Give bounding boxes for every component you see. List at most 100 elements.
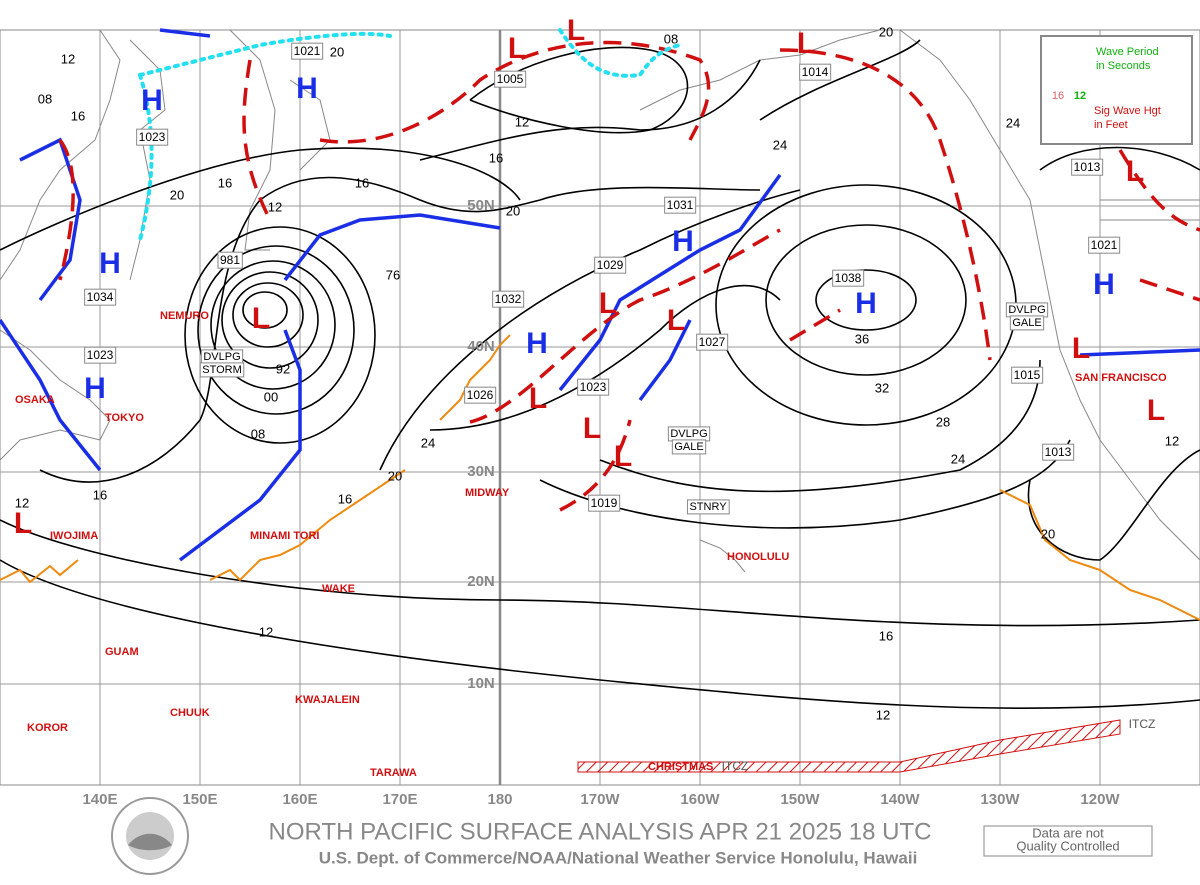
low-center: L — [797, 27, 815, 60]
isobar-label: 24 — [773, 137, 787, 152]
isobar-label: 16 — [338, 491, 352, 506]
center-pressure: 1034 — [87, 290, 114, 304]
ice-edge — [138, 28, 682, 242]
place-name: TARAWA — [370, 767, 417, 779]
center-pressure-box — [1088, 236, 1121, 254]
itcz-band — [577, 719, 1121, 773]
high-center: H — [296, 72, 318, 105]
latitude-label: 20N — [467, 573, 495, 590]
center-pressure-box — [136, 128, 169, 146]
center-pressure-box — [696, 333, 729, 351]
center-pressure: 1021 — [294, 44, 321, 58]
longitude-label: 140E — [82, 791, 117, 808]
low-center: L — [1126, 155, 1144, 188]
isobar-label: 24 — [951, 451, 965, 466]
longitude-label: 160E — [282, 791, 317, 808]
center-pressure-box — [832, 269, 865, 287]
isobar-label: 24 — [421, 435, 435, 450]
place-name: SAN FRANCISCO — [1075, 372, 1167, 384]
itcz-label: ITCZ — [722, 759, 749, 773]
low-center: L — [583, 412, 601, 445]
high-center: H — [855, 287, 877, 320]
high-center: H — [141, 84, 163, 117]
isobar-label: 16 — [93, 487, 107, 502]
center-pressure: 1013 — [1074, 160, 1101, 174]
isobar-label: 32 — [875, 380, 889, 395]
longitude-label: 120W — [1080, 791, 1120, 808]
place-name: CHUUK — [170, 707, 210, 719]
low-center: L — [1072, 332, 1090, 365]
center-pressure-box — [291, 42, 324, 60]
warning-label-box — [686, 499, 730, 515]
center-pressure-box — [1071, 158, 1104, 176]
center-pressure-box — [594, 256, 627, 274]
place-name: WAKE — [322, 583, 355, 595]
longitude-label: 180 — [487, 791, 512, 808]
low-center: L — [529, 382, 547, 415]
place-name: OSAKA — [15, 394, 55, 406]
low-center: L — [1147, 394, 1165, 427]
isobar-label: 12 — [876, 707, 890, 722]
legend-sample-height: 16 — [1052, 90, 1064, 102]
center-pressure-box — [84, 346, 117, 364]
center-pressure-box — [494, 70, 527, 88]
fronts — [0, 28, 1200, 562]
isobar-label: 12 — [515, 114, 529, 129]
center-pressure-box — [492, 290, 525, 308]
center-pressure-box — [84, 288, 117, 306]
place-name: HONOLULU — [727, 551, 789, 563]
isobar-label: 16 — [489, 150, 503, 165]
high-center: H — [99, 247, 121, 280]
ridges — [0, 334, 1200, 621]
place-name: MIDWAY — [465, 487, 510, 499]
warning-label-box — [671, 439, 707, 455]
place-name: KOROR — [27, 722, 68, 734]
center-pressure: 1013 — [1045, 445, 1072, 459]
isobar-label: 12 — [259, 624, 273, 639]
warning-label: GALE — [674, 441, 703, 453]
center-pressure: 1032 — [495, 292, 522, 306]
latitude-label: 40N — [467, 338, 495, 355]
center-pressure-box — [588, 494, 621, 512]
place-name: TOKYO — [105, 412, 144, 424]
center-pressure-box — [664, 196, 697, 214]
warning-label: STORM — [202, 364, 242, 376]
center-pressure-box — [799, 63, 832, 81]
isobar-label: 12 — [1165, 433, 1179, 448]
isobar-label: 08 — [38, 91, 52, 106]
warning-label: DVLPG — [670, 428, 707, 440]
center-pressure: 1031 — [667, 198, 694, 212]
place-name: KWAJALEIN — [295, 694, 360, 706]
isobar-label: 16 — [71, 108, 85, 123]
isobar-label: 16 — [879, 628, 893, 643]
center-pressure: 1027 — [699, 335, 726, 349]
high-center: H — [1093, 268, 1115, 301]
longitude-label: 160W — [680, 791, 720, 808]
center-pressure: 1038 — [835, 271, 862, 285]
center-pressure: 1023 — [87, 348, 114, 362]
center-pressure-box — [1011, 366, 1044, 384]
center-pressure: 1014 — [802, 65, 829, 79]
center-pressure-box — [1042, 443, 1075, 461]
latitude-label: 50N — [467, 197, 495, 214]
itcz-label: ITCZ — [1129, 717, 1156, 731]
legend-box — [1040, 35, 1193, 145]
center-pressure: 1021 — [1091, 238, 1118, 252]
legend-sample-period: 12 — [1074, 90, 1086, 102]
center-pressure: 981 — [220, 253, 240, 267]
place-name: GUAM — [105, 646, 139, 658]
isobar-label: 20 — [1041, 526, 1055, 541]
isobar-label: 20 — [330, 44, 344, 59]
warning-label-box — [1009, 315, 1045, 331]
longitude-label: 140W — [880, 791, 920, 808]
warning-label: GALE — [1012, 317, 1041, 329]
disclaimer: Data are not — [1032, 825, 1104, 840]
isobar-label: 28 — [936, 414, 950, 429]
map-subtitle: U.S. Dept. of Commerce/NOAA/National Wea… — [319, 848, 918, 867]
isobar-label: 20 — [506, 203, 520, 218]
longitude-label: 150W — [780, 791, 820, 808]
low-center: L — [567, 14, 585, 47]
isobar-label: 92 — [276, 361, 290, 376]
longitude-label: 130W — [980, 791, 1020, 808]
